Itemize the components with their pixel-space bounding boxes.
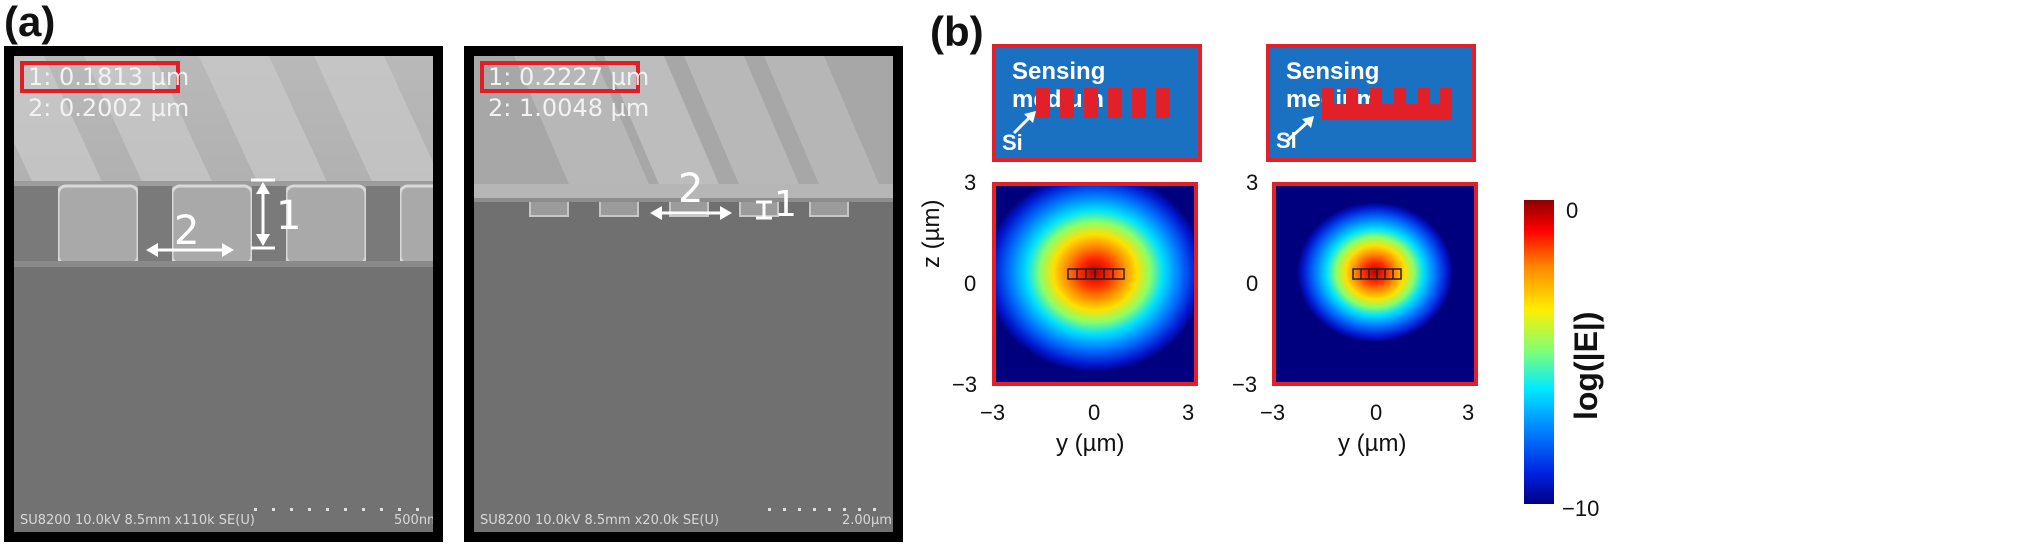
si-label: Si	[1002, 130, 1023, 155]
z-tick-top: 3	[964, 170, 977, 195]
field-plot-right	[1272, 182, 1478, 386]
y-tick-mid: 0	[1370, 400, 1383, 425]
z-tick-mid: 0	[964, 271, 977, 296]
y-tick-mid: 0	[1088, 400, 1101, 425]
z-tick-bottom: −3	[1232, 372, 1258, 397]
colorbar-label: log(|E|)	[1568, 311, 1604, 420]
y-axis-label: z (µm)	[918, 199, 945, 268]
panel-a-label: (a)	[4, 0, 56, 45]
sem-footer-info: SU8200 10.0kV 8.5mm x20.0k SE(U)	[480, 513, 720, 528]
sem-footer-scale: 2.00µm	[842, 513, 892, 528]
colorbar-bottom-value: −10	[1562, 496, 1600, 521]
annotation-1: 1	[774, 184, 797, 225]
sem-footer-scale: 500nm	[394, 513, 440, 528]
mode-profile	[996, 186, 1194, 382]
y-tick-left: −3	[1260, 400, 1286, 425]
y-tick-right: 3	[1182, 400, 1195, 425]
x-axis-label: y (µm)	[1056, 430, 1125, 457]
sem-left-graphic	[14, 56, 433, 532]
z-tick-top: 3	[1246, 170, 1259, 195]
measure-2-text: 2: 0.2002 µm	[28, 94, 190, 122]
grating-schematic	[1286, 88, 1452, 142]
panel-b-label: (b)	[930, 8, 984, 55]
waveguide-outline	[1067, 268, 1125, 280]
grating-schematic	[1012, 88, 1170, 135]
field-plot-left	[992, 182, 1198, 386]
measure-1-text: 1: 0.2227 µm	[488, 63, 650, 91]
annotation-2: 2	[678, 166, 704, 212]
measure-highlight-box	[480, 61, 640, 93]
sem-right-graphic	[474, 56, 893, 532]
z-tick-bottom: −3	[952, 372, 978, 397]
measure-2-text: 2: 1.0048 µm	[488, 94, 650, 122]
waveguide-outline	[1352, 268, 1402, 280]
sem-footer-info: SU8200 10.0kV 8.5mm x110k SE(U)	[20, 513, 255, 528]
sem-image-right: 1: 0.2227 µm 2: 1.0048 µm 2 1 SU8200 10.…	[464, 46, 903, 542]
si-label: Si	[1276, 128, 1297, 153]
colorbar	[1524, 200, 1554, 504]
colorbar-top-value: 0	[1566, 198, 1579, 223]
annotation-2: 2	[174, 208, 200, 254]
y-tick-left: −3	[980, 400, 1006, 425]
annotation-1: 1	[276, 193, 302, 239]
schematic-left: Sensing medium Si	[992, 44, 1202, 162]
z-tick-mid: 0	[1246, 271, 1259, 296]
x-axis-label: y (µm)	[1338, 430, 1407, 457]
measure-highlight-box	[20, 61, 180, 93]
schematic-right: Sensing medium Si	[1266, 44, 1476, 162]
mode-profile	[1276, 186, 1474, 382]
sem-image-left: 1: 0.1813 µm 2: 0.2002 µm 2 1 SU8200 10.…	[4, 46, 443, 542]
measure-1-text: 1: 0.1813 µm	[28, 63, 190, 91]
y-tick-right: 3	[1462, 400, 1475, 425]
